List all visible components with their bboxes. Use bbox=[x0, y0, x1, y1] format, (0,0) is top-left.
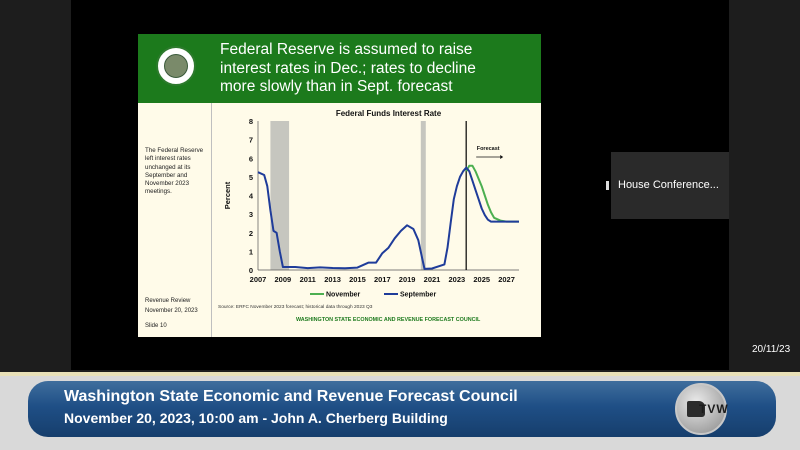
y-tick-label: 5 bbox=[249, 173, 253, 182]
legend-label-november: November bbox=[326, 292, 361, 299]
review-info: Revenue Review November 20, 2023 bbox=[145, 297, 213, 316]
x-tick-label: 2021 bbox=[424, 275, 441, 284]
slide-left-column: The Federal Reserve left interest rates … bbox=[138, 103, 212, 337]
legend-label-september: September bbox=[400, 292, 436, 299]
state-seal-logo bbox=[156, 46, 196, 86]
y-tick-label: 2 bbox=[249, 229, 253, 238]
x-tick-label: 2007 bbox=[250, 275, 267, 284]
slide-number: Slide 10 bbox=[145, 323, 167, 329]
series-line-september bbox=[257, 166, 519, 270]
recession-band bbox=[420, 121, 426, 270]
chart-title: Federal Funds Interest Rate bbox=[336, 109, 442, 118]
program-banner bbox=[28, 381, 776, 437]
presentation-slide: Federal Reserve is assumed to raise inte… bbox=[138, 34, 541, 337]
seal-portrait bbox=[164, 54, 188, 78]
y-tick-label: 4 bbox=[249, 192, 254, 201]
side-note: The Federal Reserve left interest rates … bbox=[145, 147, 204, 196]
lower-third-accent bbox=[0, 372, 800, 376]
y-tick-label: 1 bbox=[249, 247, 253, 256]
x-tick-label: 2023 bbox=[449, 275, 466, 284]
forecast-arrow-head bbox=[500, 155, 504, 159]
x-tick-label: 2009 bbox=[275, 275, 292, 284]
y-tick-label: 6 bbox=[249, 154, 253, 163]
review-title: Revenue Review bbox=[145, 298, 191, 304]
x-tick-label: 2015 bbox=[349, 275, 366, 284]
y-tick-label: 3 bbox=[249, 210, 253, 219]
slide-title-line: Federal Reserve is assumed to raise bbox=[220, 41, 473, 58]
forecast-label: Forecast bbox=[477, 146, 500, 152]
slide-title-line: more slowly than in Sept. forecast bbox=[220, 78, 453, 95]
y-tick-label: 8 bbox=[249, 117, 253, 126]
series-line-november bbox=[465, 164, 519, 223]
x-tick-label: 2025 bbox=[473, 275, 490, 284]
date-stamp: 20/11/23 bbox=[752, 344, 791, 355]
x-tick-label: 2011 bbox=[300, 275, 316, 284]
tvw-logo-text: TVW bbox=[699, 402, 729, 416]
council-footer: WASHINGTON STATE ECONOMIC AND REVENUE FO… bbox=[296, 317, 481, 323]
y-axis-label: Percent bbox=[223, 181, 232, 209]
federal-funds-chart: Federal Funds Interest Rate 0 1 2 3 4 5 6 7 8 2007… bbox=[223, 109, 519, 299]
x-tick-label: 2027 bbox=[498, 275, 515, 284]
y-tick-label: 0 bbox=[249, 266, 253, 275]
review-date: November 20, 2023 bbox=[145, 307, 198, 314]
participant-name: House Conference... bbox=[618, 179, 719, 191]
banner-subtitle: November 20, 2023, 10:00 am - John A. Ch… bbox=[64, 410, 448, 426]
y-tick-label: 7 bbox=[249, 136, 253, 145]
washington-state-icon bbox=[687, 401, 705, 417]
slide-title: Federal Reserve is assumed to raise inte… bbox=[220, 41, 538, 97]
tile-marker bbox=[606, 181, 609, 190]
slide-header: Federal Reserve is assumed to raise inte… bbox=[138, 34, 541, 103]
slide-title-line: interest rates in Dec.; rates to decline bbox=[220, 59, 476, 77]
tvw-logo: TVW bbox=[675, 383, 729, 435]
source-note: Source: ERFC November 2023 forecast; his… bbox=[218, 305, 373, 310]
banner-title: Washington State Economic and Revenue Fo… bbox=[64, 388, 518, 405]
participant-tile[interactable]: House Conference... bbox=[611, 152, 729, 219]
x-tick-label: 2017 bbox=[374, 275, 391, 284]
x-tick-label: 2013 bbox=[324, 275, 341, 284]
x-tick-label: 2019 bbox=[399, 275, 416, 284]
